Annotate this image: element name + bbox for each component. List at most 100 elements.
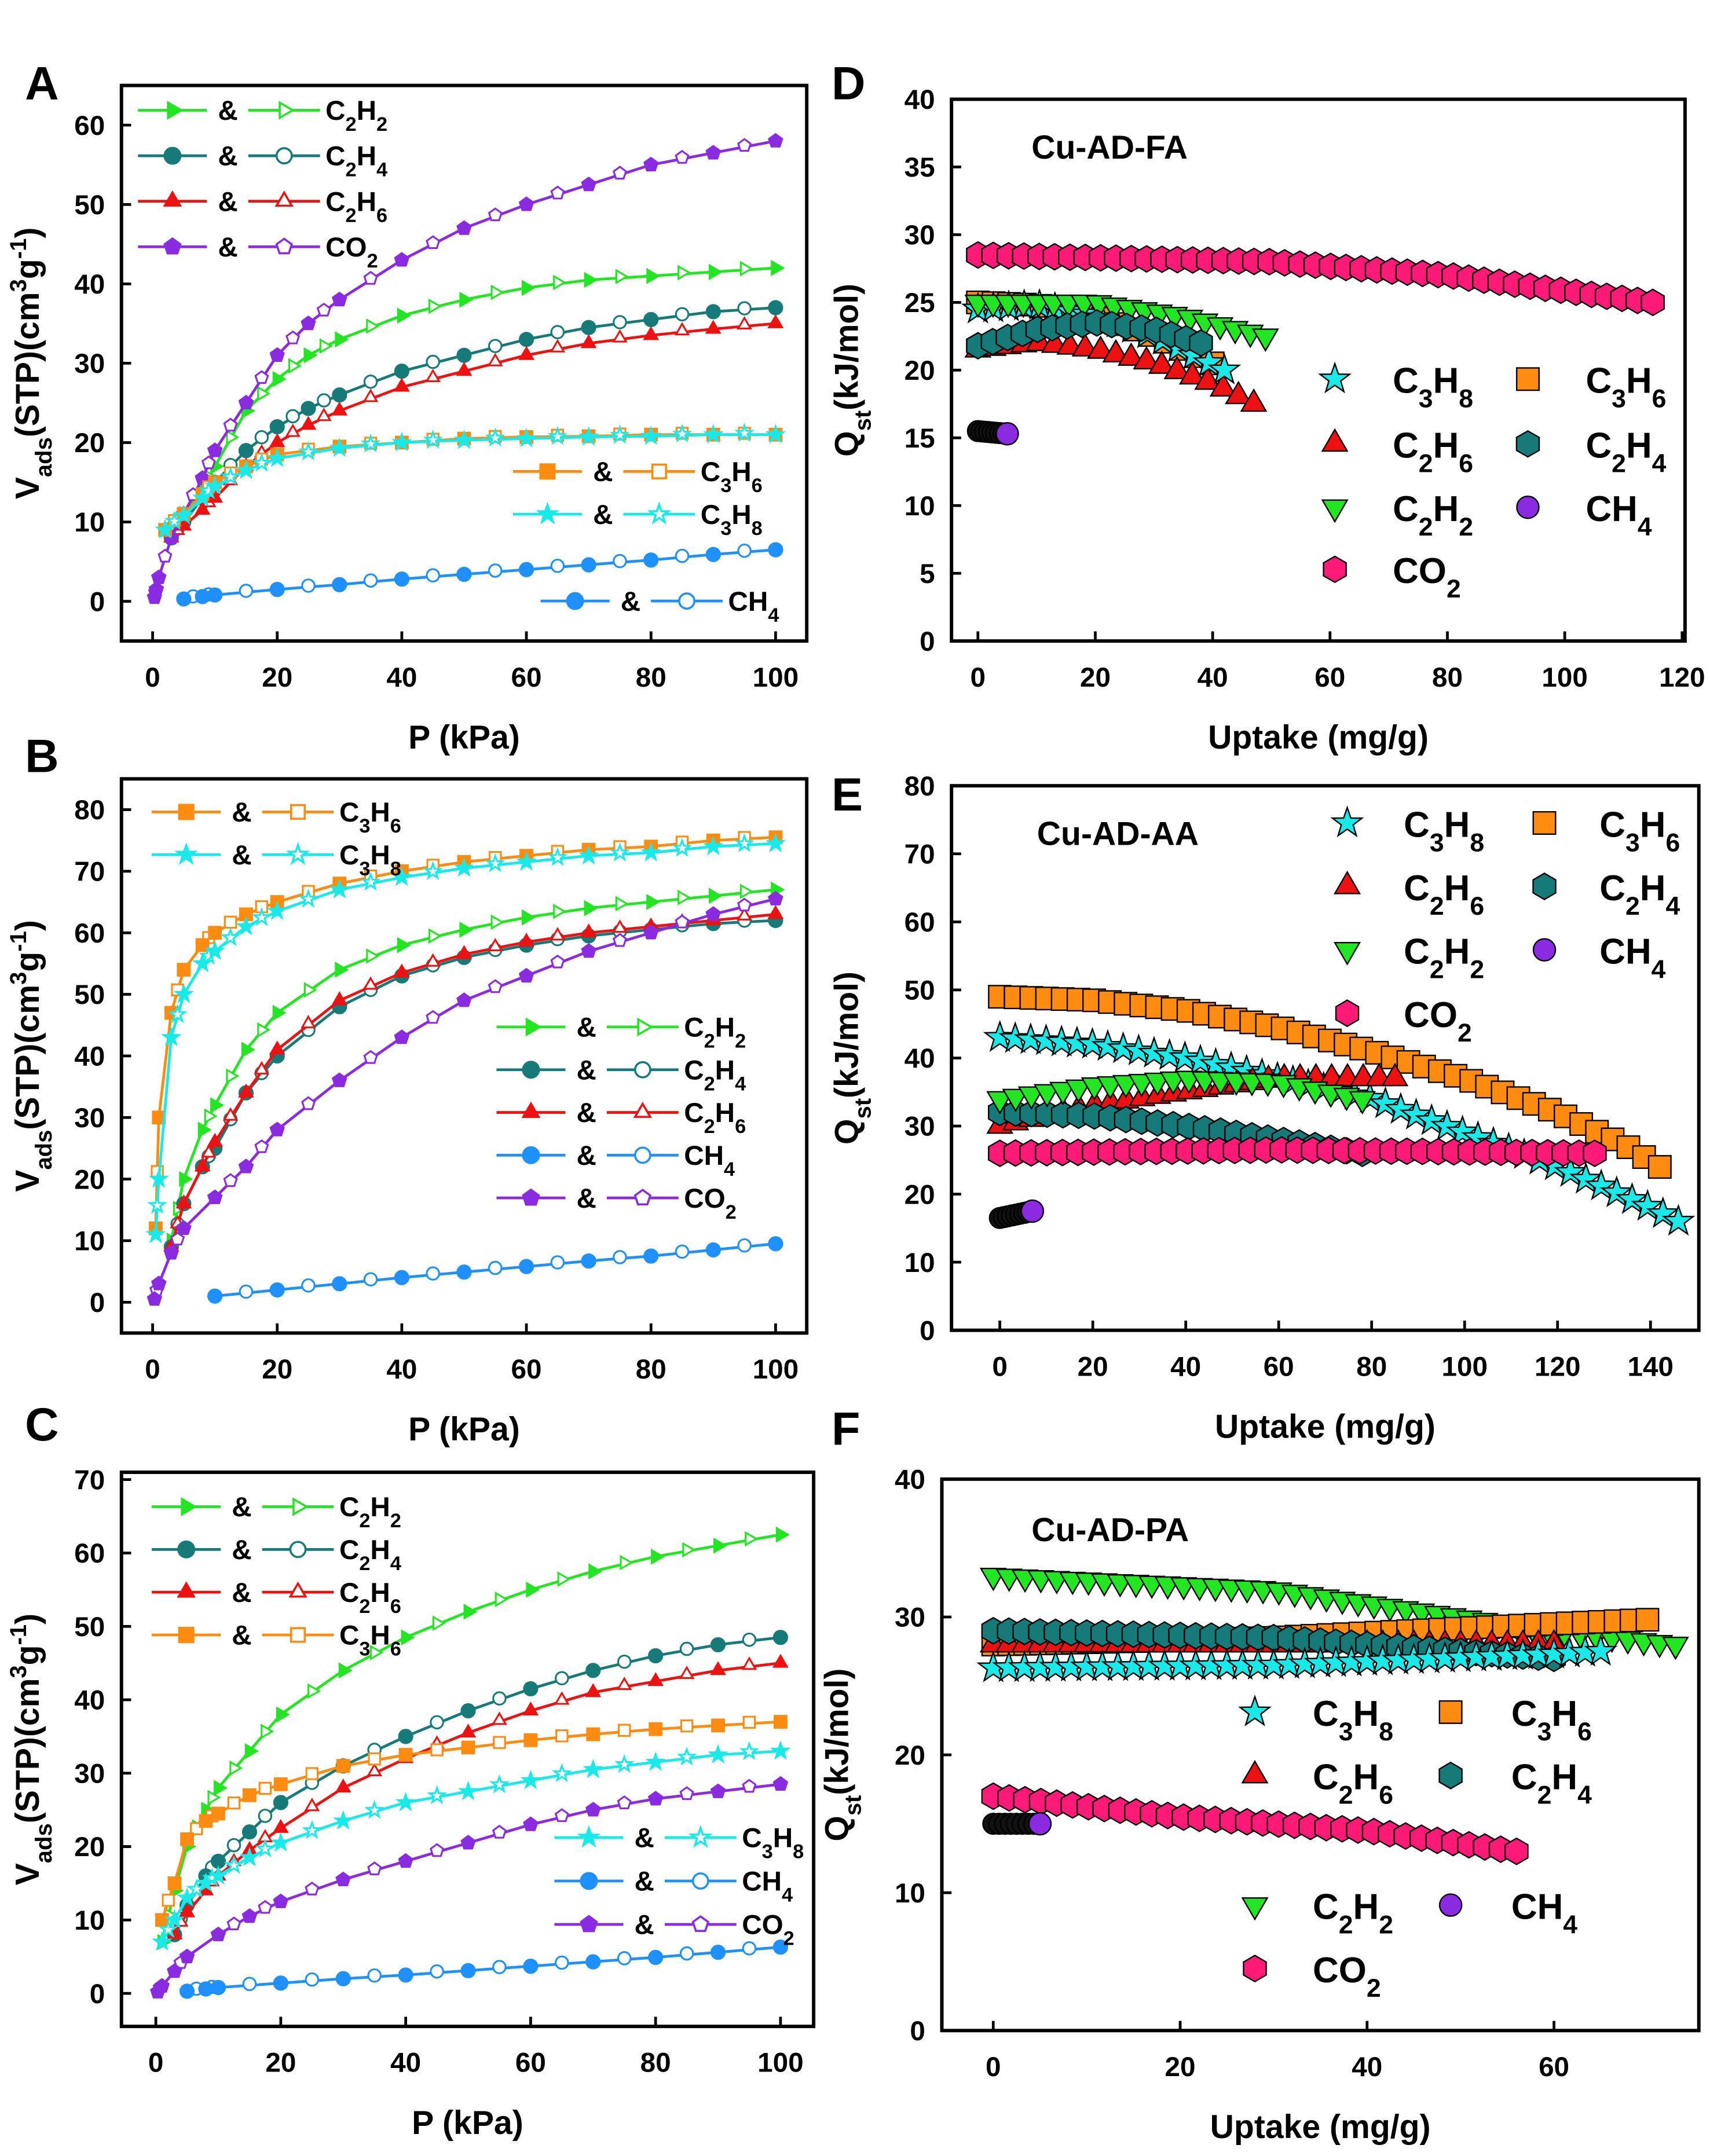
legend-label: C2H6 (339, 1578, 401, 1618)
desorption-point (613, 1250, 627, 1264)
desorption-point (158, 1919, 178, 1938)
legend-marker-open (651, 463, 667, 479)
qst-point (986, 1091, 1013, 1115)
legend-item-C3H8: C3H8 (1238, 1694, 1393, 1746)
y-axis-label: Vads(STP)(cm3g-1) (6, 228, 57, 500)
adsorption-point (152, 1931, 173, 1951)
adsorption-point (585, 1683, 602, 1697)
desorption-point (319, 338, 333, 354)
legend-marker (1532, 938, 1557, 962)
desorption-point (255, 1838, 276, 1858)
desorption-point (167, 1004, 188, 1024)
adsorption-point (772, 1776, 789, 1791)
x-tick-label: 100 (1442, 1351, 1488, 1382)
adsorption-point (335, 1971, 351, 1986)
legend-label: CO2 (1393, 551, 1461, 603)
desorption-point (675, 149, 690, 164)
legend-item-C3H6: C3H6 (1532, 805, 1680, 857)
legend-item-C3H6: & C3H6 (152, 1620, 401, 1660)
qst-point (1112, 1075, 1140, 1099)
adsorption-point (710, 1637, 726, 1653)
legend-marker-open (288, 1581, 307, 1598)
adsorption-point (516, 851, 537, 871)
adsorption-point (273, 1777, 288, 1791)
legend-label: C2H4 (1511, 1758, 1592, 1810)
legend-ampersand: & (232, 1492, 251, 1523)
desorption-point (369, 1645, 384, 1660)
desorption-point (367, 1762, 383, 1777)
legend-item-C2H6: & C2H6 (138, 186, 387, 226)
adsorption-point (772, 1630, 788, 1645)
adsorption-point (173, 505, 194, 525)
legend-marker-open (634, 1061, 651, 1079)
adsorption-point (148, 581, 164, 596)
qst-point (1106, 1031, 1140, 1064)
desorption-point (679, 1786, 694, 1801)
desorption-point (226, 429, 240, 445)
adsorption-point (210, 1926, 226, 1942)
adsorption-point (640, 842, 661, 862)
adsorption-point (179, 1171, 193, 1187)
desorption-point (742, 1779, 757, 1793)
desorption-point (363, 1050, 378, 1064)
desorption-point (557, 1571, 571, 1587)
adsorption-point (335, 1779, 351, 1793)
x-axis-label: P (kPa) (408, 719, 520, 756)
desorption-point (737, 138, 752, 152)
legend-marker (1243, 1955, 1267, 1983)
legend-item-CO2: & CO2 (554, 1910, 794, 1950)
legend-item-C2H4: C2H4 (1515, 426, 1667, 478)
desorption-point (430, 1715, 444, 1730)
adsorption-point (211, 1806, 225, 1821)
adsorption-point (179, 1948, 195, 1964)
y-tick-label: 60 (74, 918, 105, 949)
legend-item-C2H2: C2H2 (1241, 1887, 1393, 1939)
legend-label: C2H4 (325, 141, 387, 181)
legend-item-C2H6: & C2H6 (496, 1098, 746, 1138)
desorption-point (428, 928, 442, 944)
qst-point (1635, 1608, 1660, 1632)
x-tick-label: 0 (992, 1351, 1007, 1382)
adsorption-point (336, 1759, 350, 1773)
adsorption-point (520, 1769, 541, 1790)
adsorption-point (238, 1083, 254, 1098)
series-C2H2 (166, 259, 785, 538)
desorption-point (423, 429, 444, 449)
legend-ampersand: & (218, 232, 237, 263)
adsorption-point (303, 347, 318, 364)
qst-point (1065, 1079, 1093, 1103)
desorption-point (170, 1231, 185, 1246)
legend-item-C2H2: & C2H2 (138, 96, 387, 135)
legend-label: C3H8 (1393, 361, 1473, 413)
qst-point (1071, 333, 1099, 357)
legend-item-CH4: & CH4 (496, 1141, 735, 1180)
legend-marker-filled (577, 1825, 601, 1848)
adsorption-point (163, 1245, 180, 1260)
adsorption-point (167, 1963, 182, 1978)
adsorption-point (768, 133, 783, 148)
x-axis-label: Uptake (mg/g) (1208, 719, 1429, 756)
legend-marker-filled (163, 190, 182, 207)
series-CO2 (966, 241, 1665, 317)
desorption-point (304, 1798, 320, 1812)
adsorption-point (208, 926, 222, 940)
qst-point (1017, 1086, 1045, 1110)
x-tick-label: 0 (148, 2048, 163, 2078)
desorption-point (362, 976, 379, 990)
adsorption-point (768, 1236, 783, 1252)
series-CH4 (988, 1199, 1045, 1229)
legend-item-C2H2: & C2H2 (496, 1013, 746, 1053)
legend-marker-open (691, 1915, 710, 1932)
adsorption-point (329, 437, 350, 457)
panel-letter: C (25, 1399, 58, 1451)
legend-label: C2H2 (339, 1492, 401, 1532)
y-axis-label: Vads(STP)(cm3g-1) (6, 1614, 57, 1886)
legend-item-CO2: & CO2 (496, 1183, 737, 1223)
legend-label: CH4 (684, 1141, 735, 1180)
desorption-point (428, 298, 442, 314)
desorption-point (363, 1272, 378, 1286)
adsorption-point (767, 314, 784, 328)
y-tick-label: 15 (905, 423, 935, 454)
adsorption-point (456, 945, 473, 959)
legend-label: C2H4 (339, 1535, 401, 1575)
